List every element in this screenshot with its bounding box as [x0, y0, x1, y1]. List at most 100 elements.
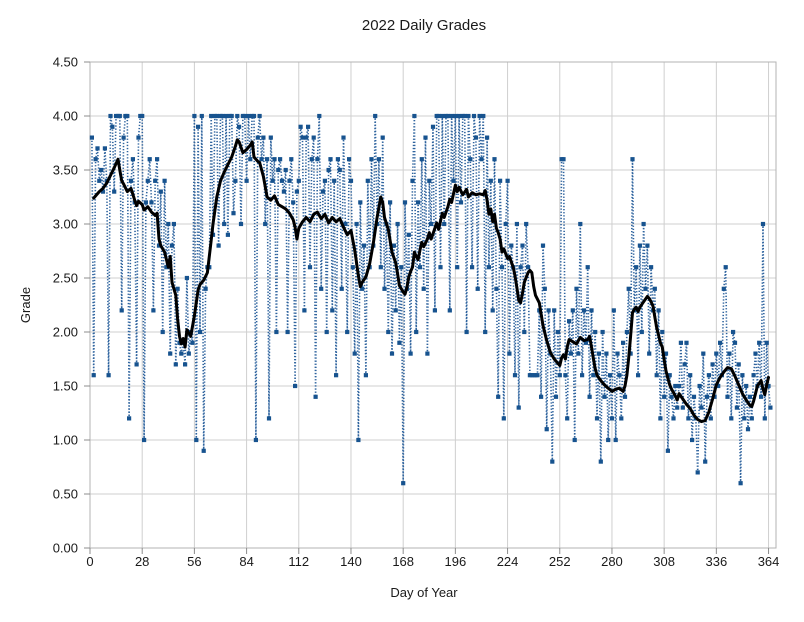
daily-grade-point [768, 405, 773, 410]
daily-grade-point [382, 286, 387, 291]
daily-grade-point [496, 394, 501, 399]
x-tick-label: 224 [497, 554, 519, 569]
daily-grade-point [594, 416, 600, 421]
daily-grade-point [499, 265, 505, 270]
daily-grade-point [332, 178, 337, 183]
daily-grade-point [481, 113, 486, 119]
daily-grade-point [718, 340, 723, 345]
daily-grade-point [341, 135, 346, 140]
daily-grade-point [764, 340, 769, 345]
daily-grade-point [546, 308, 551, 313]
daily-grade-point [591, 373, 596, 378]
y-tick-label: 3.50 [53, 163, 78, 178]
daily-grade-point [194, 437, 199, 443]
daily-grade-point [410, 178, 415, 183]
daily-grade-point [307, 265, 313, 270]
daily-grade-point [179, 351, 184, 356]
daily-grade-point [291, 200, 296, 205]
daily-grade-point [732, 340, 738, 345]
daily-grade-point [397, 340, 402, 345]
daily-grade-point [740, 373, 745, 378]
daily-grade-point [626, 286, 631, 291]
daily-grade-point [703, 459, 708, 464]
daily-grade-point [388, 200, 393, 205]
daily-grade-point [294, 189, 299, 194]
daily-grade-point [360, 286, 365, 291]
daily-grade-point [220, 113, 225, 119]
daily-grade-point [237, 124, 242, 129]
daily-grade-point [343, 221, 348, 227]
daily-grade-point [184, 275, 189, 281]
daily-grade-point [734, 405, 739, 410]
daily-grade-point [641, 221, 646, 227]
daily-grade-point [602, 394, 607, 399]
daily-grade-point [125, 113, 130, 119]
daily-grade-point [251, 113, 257, 119]
daily-grade-point [645, 243, 650, 248]
daily-grade-point [166, 221, 171, 227]
daily-grade-point [393, 308, 398, 313]
daily-grade-point [324, 329, 329, 335]
daily-grade-point [197, 329, 203, 335]
daily-grade-point [458, 200, 464, 205]
daily-grade-point [654, 373, 659, 378]
daily-grade-point [516, 405, 521, 410]
daily-grade-point [751, 373, 756, 378]
daily-grade-point [553, 394, 559, 399]
daily-grade-point [302, 308, 307, 313]
daily-grade-point [419, 157, 424, 162]
daily-grade-point [242, 113, 247, 119]
daily-grade-point [652, 286, 657, 291]
daily-grade-point [313, 394, 318, 399]
daily-grade-point [348, 178, 354, 183]
x-tick-label: 336 [705, 554, 727, 569]
x-tick-label: 168 [392, 554, 414, 569]
daily-grade-point [164, 265, 169, 270]
daily-grade-point [268, 135, 273, 140]
daily-grade-point [587, 394, 592, 399]
daily-grade-point [442, 221, 447, 227]
daily-grade-point [209, 113, 214, 119]
x-tick-label: 308 [653, 554, 675, 569]
daily-grade-point [565, 416, 570, 421]
daily-grade-point [352, 351, 357, 356]
daily-grade-point [361, 243, 367, 248]
daily-grade-point [555, 329, 560, 335]
daily-grade-point [309, 157, 314, 162]
daily-grade-point [671, 416, 676, 421]
daily-grade-point [574, 286, 579, 291]
daily-grade-point [391, 243, 396, 248]
daily-grade-point [238, 221, 244, 227]
daily-grade-point [229, 113, 234, 119]
daily-grade-point [690, 437, 695, 443]
daily-grade-point [488, 178, 493, 183]
daily-grade-point [624, 329, 629, 335]
daily-grade-point [695, 470, 700, 475]
x-tick-label: 112 [288, 554, 309, 569]
daily-grade-point [347, 157, 352, 162]
daily-grade-point [149, 200, 154, 205]
daily-grade-point [483, 329, 488, 335]
daily-grade-point [490, 308, 495, 313]
daily-grade-point [317, 113, 322, 119]
daily-grade-point [402, 200, 408, 205]
daily-grade-point [684, 340, 689, 345]
daily-grade-point [265, 157, 270, 162]
daily-grade-point [171, 221, 176, 227]
daily-grade-point [611, 308, 616, 313]
daily-grade-point [300, 135, 305, 140]
daily-grade-point [619, 416, 624, 421]
y-tick-label: 2.00 [53, 325, 78, 340]
daily-grade-point [634, 265, 639, 270]
daily-grade-point [175, 286, 180, 291]
daily-grade-point [350, 265, 355, 270]
daily-grade-point [438, 265, 443, 270]
daily-grade-point [453, 113, 458, 119]
x-tick-label: 364 [758, 554, 780, 569]
daily-grade-point [130, 157, 135, 162]
daily-grade-point [498, 178, 503, 183]
daily-grade-point [477, 113, 482, 119]
daily-grade-point [136, 135, 141, 140]
daily-grade-point [660, 329, 665, 335]
